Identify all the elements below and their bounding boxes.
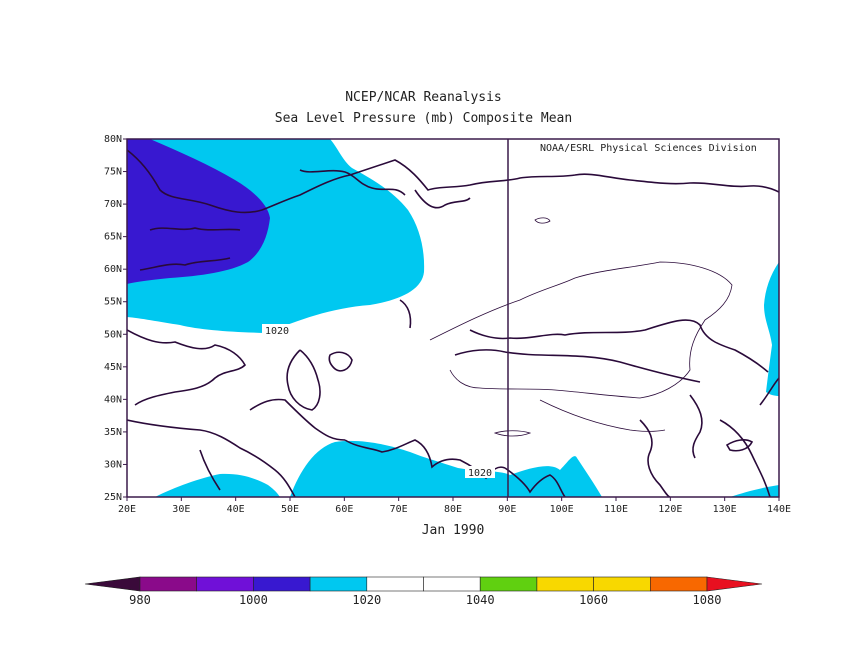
lat-tick-label-0: 25N <box>104 492 122 503</box>
colorbar-bin-0 <box>84 576 141 592</box>
coastlines <box>127 149 779 497</box>
period-label: Jan 1990 <box>422 523 485 538</box>
colorbar: 980 1000 1020 1040 1060 1080 <box>84 576 763 607</box>
colorbar-bin-11 <box>706 576 763 592</box>
colorbar-bin-3 <box>253 576 311 592</box>
lon-tick-label-8: 100E <box>550 504 574 515</box>
lon-tick-label-6: 80E <box>444 504 462 515</box>
lat-tick-label-2: 35N <box>104 427 122 438</box>
contour-label-1020-b: 1020 <box>468 468 492 479</box>
lat-tick-label-8: 65N <box>104 232 122 243</box>
lon-tick-label-2: 40E <box>227 504 245 515</box>
lat-tick-label-6: 55N <box>104 297 122 308</box>
lat-tick-label-3: 40N <box>104 394 122 405</box>
colorbar-label-2: 1020 <box>352 593 381 607</box>
colorbar-bin-6 <box>423 576 481 592</box>
colorbar-bin-9 <box>593 576 651 592</box>
pressure-region-1010-1020-east <box>764 262 779 396</box>
colorbar-label-5: 1080 <box>693 593 722 607</box>
colorbar-bin-5 <box>366 576 424 592</box>
axes: 20E 30E 40E 50E 60E 70E 80E 90E 100E 110E 120E 130E… <box>104 134 791 515</box>
colorbar-bin-1 <box>139 576 198 592</box>
lon-tick-label-7: 90E <box>498 504 516 515</box>
lon-tick-label-12: 140E <box>767 504 791 515</box>
colorbar-bin-8 <box>536 576 594 592</box>
colorbar-label-4: 1060 <box>579 593 608 607</box>
isobars <box>429 217 733 437</box>
colorbar-bin-10 <box>649 576 708 592</box>
map-fields <box>127 139 779 497</box>
lat-tick-label-11: 80N <box>104 134 122 145</box>
lat-tick-label-7: 60N <box>104 264 122 275</box>
colorbar-label-1: 1000 <box>239 593 268 607</box>
contour-label-1020-a: 1020 <box>265 326 289 337</box>
lat-tick-label-4: 45N <box>104 362 122 373</box>
colorbar-bin-4 <box>309 576 368 592</box>
lon-tick-label-5: 70E <box>390 504 408 515</box>
colorbar-label-3: 1040 <box>466 593 495 607</box>
chart-title: NCEP/NCAR Reanalysis <box>345 90 502 105</box>
colorbar-bin-7 <box>479 576 538 592</box>
lon-tick-label-4: 60E <box>335 504 353 515</box>
lon-tick-label-11: 130E <box>713 504 737 515</box>
lat-tick-label-9: 70N <box>104 199 122 210</box>
lon-tick-label-9: 110E <box>604 504 628 515</box>
contour-labels: 1020 1020 <box>262 324 495 479</box>
lon-tick-label-1: 30E <box>172 504 190 515</box>
lat-tick-label-5: 50N <box>104 329 122 340</box>
lon-tick-label-0: 20E <box>118 504 136 515</box>
pressure-region-1000-1010 <box>127 139 270 284</box>
lon-tick-label-3: 50E <box>281 504 299 515</box>
colorbar-bin-2 <box>196 576 254 592</box>
lat-tick-label-10: 75N <box>104 167 122 178</box>
colorbar-label-0: 980 <box>129 593 151 607</box>
lon-tick-label-10: 120E <box>658 504 682 515</box>
chart-subtitle: Sea Level Pressure (mb) Composite Mean <box>274 111 573 126</box>
credit-label: NOAA/ESRL Physical Sciences Division <box>540 143 757 154</box>
lat-tick-label-1: 30N <box>104 459 122 470</box>
